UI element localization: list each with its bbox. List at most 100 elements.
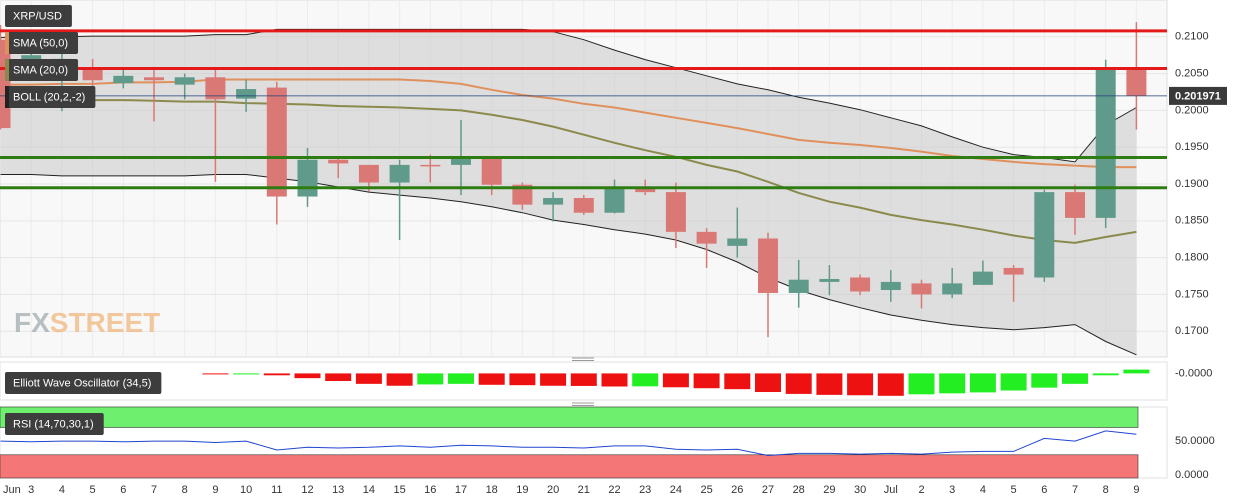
y-tick-label: 0.2100 [1175, 31, 1209, 43]
x-tick-label: 23 [639, 484, 651, 496]
legend-item: RSI (14,70,30,1) [5, 413, 104, 435]
x-tick-label: 25 [700, 484, 712, 496]
candle-body [1065, 192, 1085, 218]
oscillator-bar [325, 373, 352, 381]
legend-label: BOLL (20,2,-2) [13, 91, 85, 103]
x-tick-label: 6 [120, 484, 126, 496]
candle-body [512, 184, 533, 205]
oscillator-bar [448, 373, 474, 384]
rsi-band [0, 454, 1139, 479]
x-tick-label: 21 [578, 484, 590, 496]
last-price-box [1169, 86, 1227, 105]
x-tick-label: 27 [762, 484, 774, 496]
legend-item: BOLL (20,2,-2) [5, 86, 96, 108]
oscillator-bar [601, 373, 628, 387]
oscillator-bar [908, 373, 935, 395]
x-tick-label: 5 [1011, 484, 1017, 496]
oscillator-bar [417, 373, 444, 385]
oscillator-bar [969, 373, 996, 393]
candle-body [266, 87, 287, 197]
candle-body [819, 278, 840, 282]
legend-label: SMA (50,0) [13, 37, 68, 49]
mark-layer [0, 22, 1167, 457]
legend-box [5, 86, 96, 108]
y-tick-label: 0.1800 [1175, 252, 1209, 264]
candle-body [451, 157, 471, 165]
x-tick-label: 13 [332, 484, 344, 496]
oscillator-bar [540, 373, 567, 386]
oscillator-bar [570, 373, 597, 386]
legend-box [5, 5, 72, 27]
candle-body [0, 39, 11, 129]
candle-body [205, 77, 226, 100]
oscillator-bar [662, 373, 689, 388]
watermark: FXSTREET [14, 307, 160, 338]
x-tick-label: 4 [59, 484, 65, 496]
candle-body [850, 277, 871, 292]
x-tick-label: 20 [547, 484, 559, 496]
watermark-fx: FX [14, 307, 50, 338]
legend-item: XRP/USD [5, 5, 72, 27]
watermark-street: STREET [50, 307, 160, 338]
rsi-line [0, 430, 1137, 457]
x-tick-label: 8 [1103, 484, 1109, 496]
candle-body [604, 186, 625, 213]
oscillator-bar [1123, 369, 1150, 374]
y-tick-label: 0.1700 [1175, 325, 1209, 337]
y-tick-label: 0.1900 [1175, 178, 1209, 190]
legend-box [5, 32, 79, 54]
legend-label: XRP/USD [13, 10, 62, 22]
oscillator-bar [1062, 373, 1088, 384]
legend-box [5, 372, 162, 394]
candle-body [174, 77, 195, 85]
x-tick-label: 16 [424, 484, 436, 496]
y-tick-label: 0.1750 [1175, 288, 1209, 300]
candle-body [420, 164, 441, 167]
candle-body [144, 77, 164, 81]
x-tick-label: 29 [823, 484, 835, 496]
panel-handle[interactable] [572, 357, 594, 361]
bollinger-upper [0, 28, 1137, 163]
legend-swatch [5, 59, 9, 81]
x-tick-label: 10 [240, 484, 252, 496]
candle-body [358, 164, 379, 183]
candle-body [696, 231, 717, 244]
x-tick-label: 30 [854, 484, 866, 496]
x-tick-label: 7 [151, 484, 157, 496]
candle-body [481, 157, 502, 185]
oscillator-bar [386, 373, 413, 386]
sma-line [0, 99, 1137, 244]
oscillator-bar [939, 373, 966, 394]
top-layer: 0.1700 0.1750 0.1800 0.1850 0.1900 0.1950 0.20… [3, 5, 1227, 496]
x-tick-label: 4 [980, 484, 986, 496]
y-tick-label: 50.0000 [1175, 435, 1215, 447]
x-tick-label: 14 [363, 484, 375, 496]
x-tick-label: 9 [1133, 484, 1139, 496]
candle-body [942, 283, 963, 295]
legend-item: SMA (20,0) [5, 59, 79, 81]
oscillator-bar [1031, 373, 1058, 388]
legend-swatch [5, 32, 9, 54]
legend-item: SMA (50,0) [5, 32, 79, 54]
x-tick-label: Jun [3, 484, 21, 496]
candle-body [1126, 69, 1147, 96]
oscillator-bar [202, 373, 229, 375]
oscillator-bar [724, 373, 751, 390]
oscillator-bar [847, 373, 874, 396]
candle-body [236, 89, 257, 99]
oscillator-bar [693, 373, 720, 389]
x-tick-label: Jul [884, 484, 898, 496]
candle-body [1034, 192, 1055, 278]
candle-body [82, 69, 103, 81]
x-tick-label: 18 [486, 484, 498, 496]
oscillator-bar [355, 373, 382, 384]
y-tick-label: 0.2000 [1175, 104, 1209, 116]
panel-handle[interactable] [572, 402, 594, 406]
oscillator-bar [233, 373, 260, 375]
x-tick-label: 15 [393, 484, 405, 496]
candle-body [297, 159, 318, 197]
candle-body [1003, 267, 1024, 275]
legend-swatch [5, 86, 9, 108]
candle-body [1095, 69, 1116, 218]
x-tick-label: 26 [731, 484, 743, 496]
